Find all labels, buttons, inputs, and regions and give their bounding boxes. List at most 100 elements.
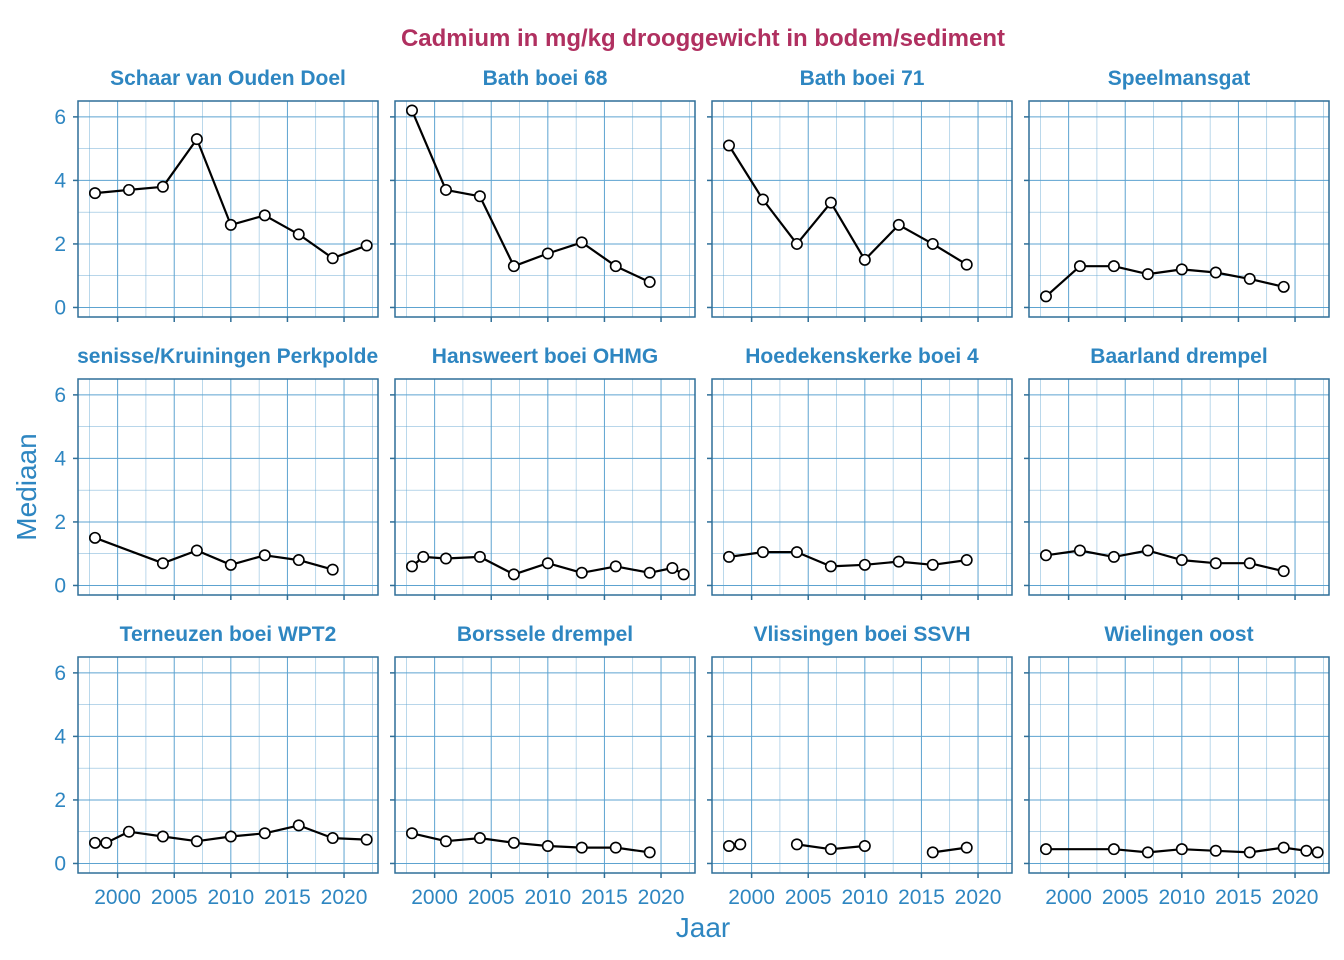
- data-point: [1107, 843, 1120, 856]
- data-point: [473, 550, 486, 563]
- data-point: [643, 276, 656, 289]
- data-point: [926, 558, 939, 571]
- data-point: [541, 557, 554, 570]
- data-point: [360, 833, 373, 846]
- data-point: [960, 554, 973, 567]
- data-point: [156, 180, 169, 193]
- data-point: [417, 550, 430, 563]
- data-point: [1107, 260, 1120, 273]
- x-tick-label: 2010: [1158, 886, 1205, 909]
- data-point: [892, 218, 905, 231]
- data-point: [609, 560, 622, 573]
- panel-border: [1028, 656, 1330, 874]
- data-point: [224, 218, 237, 231]
- data-point: [258, 827, 271, 840]
- data-point: [100, 836, 113, 849]
- data-point: [1073, 260, 1086, 273]
- data-point: [326, 832, 339, 845]
- y-tick-label: 0: [54, 852, 66, 875]
- data-point: [1243, 272, 1256, 285]
- data-point: [892, 555, 905, 568]
- data-point: [507, 568, 520, 581]
- data-point: [1039, 290, 1052, 303]
- data-point: [609, 260, 622, 273]
- x-tick-label: 2020: [321, 886, 368, 909]
- facet-title: Speelmansgat: [1108, 67, 1250, 90]
- facet-panel: Hoedekenskerke boei 4: [707, 345, 1013, 600]
- data-point: [1209, 266, 1222, 279]
- panel-grid: [78, 101, 378, 317]
- x-tick-label: 2000: [728, 886, 775, 909]
- data-point: [824, 560, 837, 573]
- data-point: [858, 839, 871, 852]
- panel-border: [394, 100, 696, 318]
- x-tick-label: 2005: [785, 886, 832, 909]
- x-tick-label: 2015: [1215, 886, 1262, 909]
- data-point: [122, 825, 135, 838]
- facet-title: Hansweert boei OHMG: [432, 345, 658, 368]
- data-point: [292, 554, 305, 567]
- x-tick-label: 2005: [468, 886, 515, 909]
- data-point: [258, 209, 271, 222]
- panel-grid: [712, 657, 1012, 873]
- panel-border: [711, 656, 1013, 874]
- data-point: [1175, 554, 1188, 567]
- data-point: [1073, 544, 1086, 557]
- data-point: [473, 832, 486, 845]
- panel-border: [711, 378, 1013, 596]
- data-point: [224, 558, 237, 571]
- data-point: [643, 846, 656, 859]
- panel-border: [77, 100, 379, 318]
- facet-panel: Borssele drempel 2000 2005 2010 2015 2020: [390, 623, 696, 909]
- y-tick-label: 0: [54, 574, 66, 597]
- panel-border: [394, 378, 696, 596]
- facet-panel: Wielingen oost 2000 2005 2010 2015 2020: [1024, 623, 1330, 909]
- data-point: [439, 183, 452, 196]
- data-point: [360, 239, 373, 252]
- data-point: [677, 568, 690, 581]
- y-tick-label: 6: [54, 662, 66, 685]
- x-tick-label: 2015: [264, 886, 311, 909]
- x-tick-label: 2020: [1272, 886, 1319, 909]
- x-tick-label: 2000: [94, 886, 141, 909]
- data-point: [1175, 843, 1188, 856]
- data-point: [292, 228, 305, 241]
- data-point: [156, 830, 169, 843]
- facet-panel: Waarde/Ossenisse/Kruiningen Perkpolder (…: [54, 345, 379, 600]
- data-point: [575, 841, 588, 854]
- series-line: [728, 144, 968, 266]
- y-tick-label: 4: [54, 725, 66, 748]
- data-point: [756, 193, 769, 206]
- x-tick-label: 2010: [841, 886, 888, 909]
- x-axis-title: Jaar: [676, 912, 730, 943]
- panel-border: [394, 656, 696, 874]
- data-point: [541, 839, 554, 852]
- facet-title: Hoedekenskerke boei 4: [745, 345, 979, 368]
- data-point: [439, 552, 452, 565]
- series-line: [410, 110, 651, 284]
- data-point: [960, 841, 973, 854]
- data-point: [609, 841, 622, 854]
- facet-panel: Bath boei 68: [390, 67, 696, 322]
- data-point: [790, 838, 803, 851]
- x-tick-label: 2020: [955, 886, 1002, 909]
- data-point: [541, 247, 554, 260]
- data-point: [1300, 844, 1313, 857]
- data-point: [326, 252, 339, 265]
- panel-grid: [1029, 657, 1329, 873]
- panel-grid: [395, 657, 695, 873]
- facet-title: Schaar van Ouden Doel: [110, 67, 346, 90]
- y-tick-label: 4: [54, 169, 66, 192]
- data-point: [1277, 841, 1290, 854]
- panel-border: [77, 378, 379, 596]
- data-point: [722, 839, 735, 852]
- data-point: [1243, 846, 1256, 859]
- facet-panels: Schaar van Ouden Doel 0 2 4 6 Bath boei 68 Bat…: [54, 67, 1330, 909]
- panel-border: [77, 656, 379, 874]
- data-point: [790, 546, 803, 559]
- data-point: [405, 104, 418, 117]
- panel-grid: [395, 379, 695, 595]
- data-point: [292, 819, 305, 832]
- data-point: [326, 563, 339, 576]
- x-tick-label: 2000: [411, 886, 458, 909]
